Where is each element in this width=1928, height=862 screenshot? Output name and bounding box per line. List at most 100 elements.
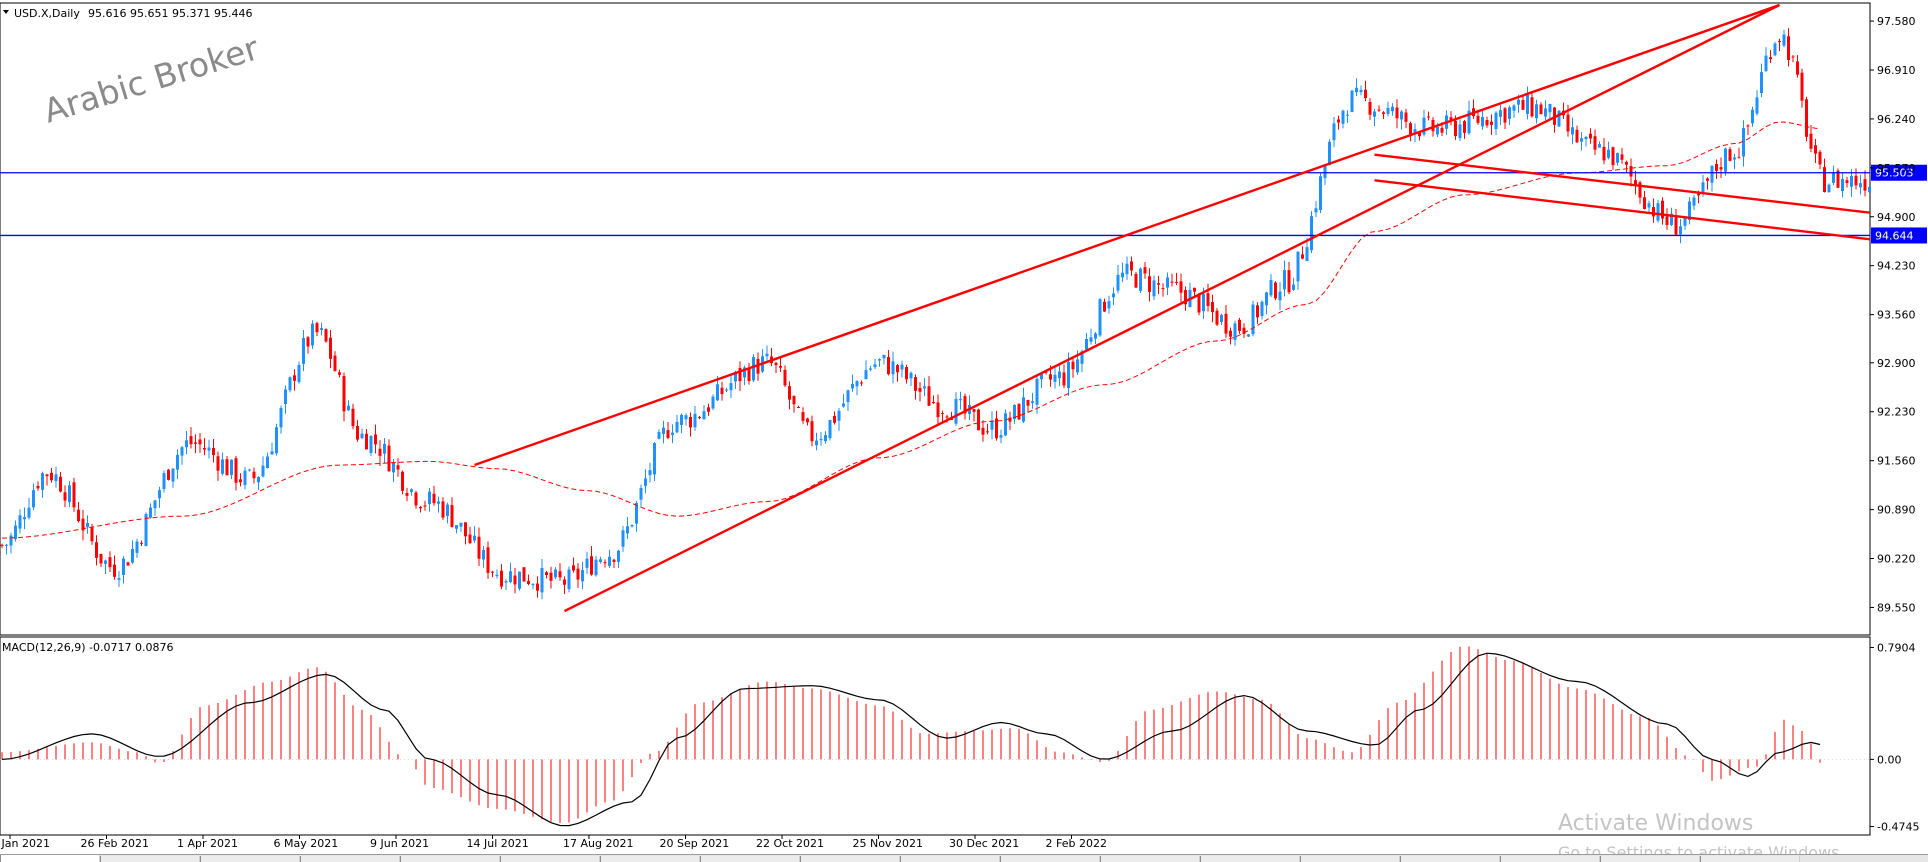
candle-body [298, 365, 301, 382]
candle-body [910, 373, 913, 379]
candle-body [1598, 144, 1601, 147]
candle-body [1274, 283, 1277, 299]
candle-body [1216, 311, 1219, 325]
candle-body [689, 417, 692, 427]
time-tick-label: 26 Feb 2021 [81, 837, 149, 850]
candle-body [37, 486, 40, 488]
candle-body [266, 456, 269, 468]
candle-body [1067, 362, 1070, 388]
candle-body [136, 542, 139, 553]
candle-body [563, 580, 566, 585]
candle-body [536, 584, 539, 591]
symbol-tab[interactable] [100, 856, 200, 862]
candle-body [500, 571, 503, 587]
candle-body [595, 560, 598, 575]
candle-body [644, 478, 647, 485]
candle-body [1220, 315, 1223, 322]
candle-body [1846, 180, 1849, 183]
candle-body [1202, 294, 1205, 311]
candle-body [1301, 254, 1304, 258]
symbol-tab[interactable] [1700, 856, 1800, 862]
candle-body [1616, 153, 1619, 163]
candle-body [932, 402, 935, 403]
symbol-tab[interactable] [1100, 856, 1200, 862]
symbol-tab[interactable] [500, 856, 600, 862]
candle-body [1315, 208, 1318, 212]
candle-body [433, 494, 436, 503]
candle-body [473, 536, 476, 541]
symbol-tab[interactable] [1400, 856, 1500, 862]
candle-body [1058, 372, 1061, 379]
candle-body [140, 543, 143, 544]
candle-body [1396, 108, 1399, 119]
candle-body [806, 419, 809, 423]
symbol-tab[interactable] [1200, 856, 1300, 862]
candle-body [95, 542, 98, 558]
symbol-tab[interactable] [900, 856, 1000, 862]
candle-body [1018, 404, 1021, 419]
candle-body [1679, 226, 1682, 234]
candle-body [941, 413, 944, 414]
candle-body [572, 565, 575, 570]
candle-body [1594, 136, 1597, 149]
candle-body [1841, 179, 1844, 191]
candle-body [707, 407, 710, 411]
candle-body [838, 411, 841, 421]
candle-body [1144, 267, 1147, 273]
candle-body [1490, 122, 1493, 125]
candle-body [127, 562, 130, 565]
candle-body [271, 451, 274, 454]
symbol-tab[interactable] [600, 856, 700, 862]
candle-body [370, 436, 373, 453]
time-tick-label: 2 Feb 2022 [1046, 837, 1107, 850]
candle-body [802, 412, 805, 421]
candle-body [662, 428, 665, 434]
symbol-tab[interactable] [1000, 856, 1100, 862]
symbol-tab[interactable] [200, 856, 300, 862]
candle-body [604, 562, 607, 563]
candle-body [667, 430, 670, 438]
candle-body [14, 526, 17, 540]
candle-body [1715, 164, 1718, 171]
price-tick-label: 92.900 [1877, 357, 1916, 370]
candle-body [685, 415, 688, 419]
candle-body [748, 369, 751, 381]
candle-body [361, 434, 364, 439]
symbol-tab[interactable] [1500, 856, 1600, 862]
candle-body [406, 493, 409, 496]
candle-body [1171, 282, 1174, 283]
candle-body [194, 442, 197, 443]
symbol-tab[interactable] [700, 856, 800, 862]
price-axis: 97.58096.91096.24095.57094.90094.23093.5… [1870, 15, 1916, 614]
candle-body [415, 492, 418, 505]
candle-body [1261, 302, 1264, 316]
symbol-tab[interactable] [300, 856, 400, 862]
symbol-tab[interactable] [1300, 856, 1400, 862]
candle-body [1234, 323, 1237, 339]
candle-body [1643, 197, 1646, 209]
candle-body [1697, 194, 1700, 196]
symbol-tab[interactable] [800, 856, 900, 862]
candle-body [1625, 162, 1628, 165]
symbol-label: USD.X,Daily [14, 7, 80, 20]
candle-body [608, 557, 611, 566]
candle-body [1063, 373, 1066, 386]
candle-body [428, 492, 431, 504]
symbol-tab[interactable] [1600, 856, 1700, 862]
candle-body [1270, 280, 1273, 295]
candle-body [1504, 108, 1507, 122]
candle-body [1112, 293, 1115, 297]
candle-body [1369, 102, 1372, 115]
candle-body [1477, 116, 1480, 123]
candle-body [293, 375, 296, 381]
candle-body [122, 558, 125, 575]
price-tick-label: 90.890 [1877, 504, 1916, 517]
candle-body [550, 573, 553, 581]
candle-body [1360, 90, 1363, 92]
candle-body [356, 426, 359, 440]
candle-body [991, 421, 994, 430]
symbol-tab[interactable] [400, 856, 500, 862]
candle-body [329, 338, 332, 359]
candle-body [221, 459, 224, 473]
